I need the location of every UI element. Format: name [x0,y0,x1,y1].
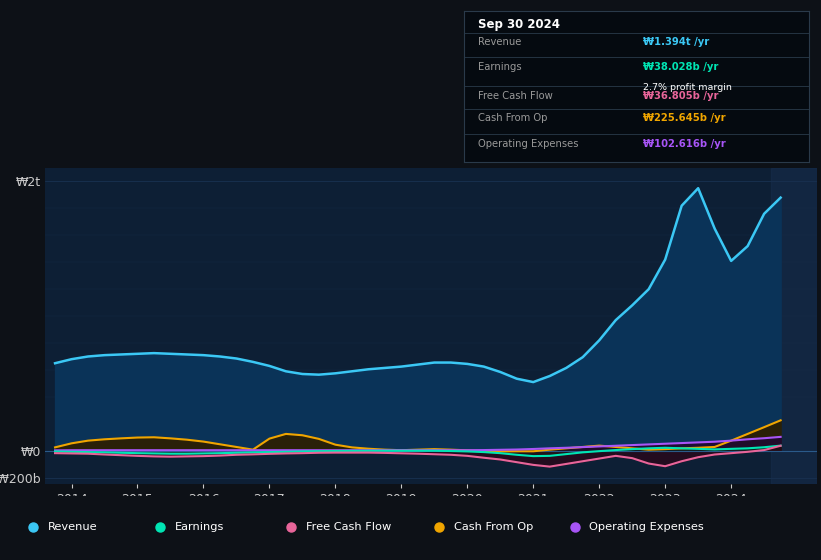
Text: 2.7% profit margin: 2.7% profit margin [643,83,732,92]
Text: ₩38.028b /yr: ₩38.028b /yr [643,62,718,72]
Text: ₩102.616b /yr: ₩102.616b /yr [643,139,726,149]
Text: Earnings: Earnings [175,521,224,531]
Text: Cash From Op: Cash From Op [478,113,547,123]
Text: Sep 30 2024: Sep 30 2024 [478,18,560,31]
Text: ₩1.394t /yr: ₩1.394t /yr [643,37,709,47]
Text: Free Cash Flow: Free Cash Flow [306,521,392,531]
Text: Free Cash Flow: Free Cash Flow [478,91,553,101]
Text: Revenue: Revenue [48,521,97,531]
Text: Operating Expenses: Operating Expenses [589,521,704,531]
Text: ₩36.805b /yr: ₩36.805b /yr [643,91,718,101]
Text: Cash From Op: Cash From Op [454,521,534,531]
Text: ₩225.645b /yr: ₩225.645b /yr [643,113,726,123]
Text: Operating Expenses: Operating Expenses [478,139,578,149]
Text: Revenue: Revenue [478,37,521,47]
Bar [771,168,817,484]
Text: Earnings: Earnings [478,62,521,72]
